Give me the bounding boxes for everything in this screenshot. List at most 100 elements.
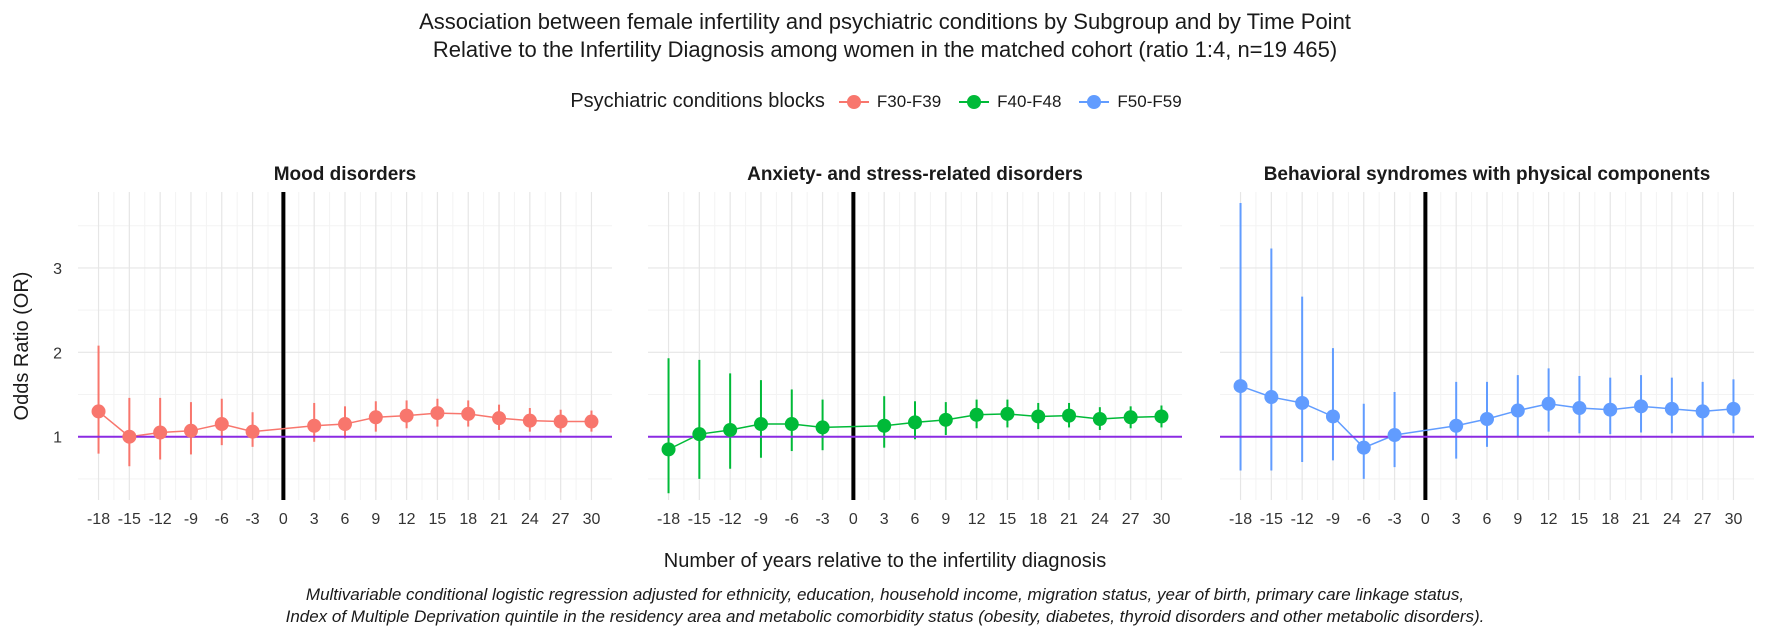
- x-tick-label: 3: [310, 511, 319, 528]
- x-tick-label: 24: [1663, 511, 1681, 528]
- data-point: [1695, 404, 1710, 419]
- data-point: [1541, 396, 1556, 411]
- data-point: [877, 418, 892, 433]
- x-tick-label: 3: [880, 511, 889, 528]
- panel-title: Behavioral syndromes with physical compo…: [1264, 164, 1711, 185]
- data-point: [584, 414, 599, 429]
- panel-title: Anxiety- and stress-related disorders: [747, 164, 1083, 185]
- data-point: [307, 418, 322, 433]
- x-tick-label: -18: [87, 511, 110, 528]
- data-point: [1664, 401, 1679, 416]
- x-tick-label: 21: [490, 511, 508, 528]
- x-tick-label: -3: [245, 511, 259, 528]
- data-point: [661, 442, 676, 457]
- legend-label-f50-f59: F50-F59: [1117, 91, 1182, 111]
- x-tick-label: -3: [1387, 511, 1401, 528]
- x-tick-label: 30: [583, 511, 601, 528]
- x-tick-label: 24: [521, 511, 539, 528]
- legend-key-f40-f48: [959, 94, 990, 109]
- x-tick-label: -6: [785, 511, 799, 528]
- y-tick-label: 3: [53, 261, 62, 278]
- x-tick-label: -3: [815, 511, 829, 528]
- legend-key-dot: [967, 94, 982, 109]
- data-point: [1510, 403, 1525, 418]
- data-point: [1603, 402, 1618, 417]
- data-point: [1264, 390, 1279, 405]
- legend-key-dot: [846, 94, 861, 109]
- data-point: [553, 414, 568, 429]
- x-tick-label: 0: [1421, 511, 1430, 528]
- data-point: [1356, 440, 1371, 455]
- data-point: [1233, 379, 1248, 394]
- data-point: [122, 429, 137, 444]
- data-point: [368, 410, 383, 425]
- data-point: [815, 420, 830, 435]
- data-point: [399, 408, 414, 423]
- x-tick-label: 30: [1725, 511, 1743, 528]
- x-tick-label: -9: [184, 511, 198, 528]
- x-tick-label: 9: [371, 511, 380, 528]
- data-point: [1572, 401, 1587, 416]
- x-tick-label: 30: [1153, 511, 1171, 528]
- data-point: [1387, 428, 1402, 443]
- x-tick-label: 15: [999, 511, 1017, 528]
- data-point: [784, 417, 799, 432]
- data-point: [492, 411, 507, 426]
- data-point: [908, 415, 922, 430]
- x-axis-label: Number of years relative to the infertil…: [663, 550, 1107, 572]
- x-tick-label: -15: [1260, 511, 1283, 528]
- data-point: [938, 412, 953, 427]
- x-tick-label: 27: [1122, 511, 1140, 528]
- x-tick-label: 21: [1632, 511, 1650, 528]
- data-point: [91, 404, 106, 419]
- data-point: [461, 406, 476, 421]
- x-tick-label: 18: [459, 511, 477, 528]
- legend-key-f50-f59: [1079, 94, 1110, 109]
- data-point: [1480, 411, 1494, 426]
- x-tick-label: 15: [429, 511, 447, 528]
- x-tick-label: 9: [1513, 511, 1522, 528]
- x-tick-label: 21: [1060, 511, 1078, 528]
- data-point: [1449, 418, 1464, 433]
- x-tick-label: 6: [1483, 511, 1492, 528]
- legend: Psychiatric conditions blocks F30-F39 F4…: [0, 90, 1770, 113]
- x-tick-label: 15: [1571, 511, 1589, 528]
- x-tick-label: -9: [1326, 511, 1340, 528]
- x-tick-label: 12: [968, 511, 986, 528]
- legend-title: Psychiatric conditions blocks: [570, 90, 825, 112]
- x-tick-label: 18: [1029, 511, 1047, 528]
- series-line: [98, 410, 592, 438]
- footnote-line2: Index of Multiple Deprivation quintile i…: [285, 607, 1485, 626]
- panel-3: Behavioral syndromes with physical compo…: [1220, 164, 1754, 528]
- legend-label-f40-f48: F40-F48: [997, 91, 1062, 111]
- legend-key-f30-f39: [838, 94, 869, 109]
- x-tick-label: 9: [941, 511, 950, 528]
- x-tick-label: 0: [279, 511, 288, 528]
- data-point: [723, 422, 738, 437]
- x-tick-label: 12: [1540, 511, 1558, 528]
- data-point: [969, 407, 984, 422]
- x-tick-label: -9: [754, 511, 768, 528]
- x-tick-label: -15: [118, 511, 141, 528]
- x-tick-label: 18: [1601, 511, 1619, 528]
- legend-item-f30-f39: F30-F39: [838, 92, 941, 112]
- data-point: [1092, 411, 1107, 426]
- x-tick-label: -15: [688, 511, 711, 528]
- panel-1: Mood disorders-18 -15 -12 -9 -6 -3 0 3 6 9 12 15 18 2…: [53, 164, 612, 528]
- data-point: [692, 427, 707, 442]
- x-tick-label: -12: [149, 511, 172, 528]
- chart-title-line2: Relative to the Infertility Diagnosis am…: [432, 37, 1338, 62]
- data-point: [753, 417, 768, 432]
- data-point: [1325, 409, 1340, 424]
- legend-item-f40-f48: F40-F48: [959, 92, 1061, 112]
- x-tick-label: -12: [1291, 511, 1314, 528]
- x-tick-label: 0: [849, 511, 858, 528]
- x-tick-label: 3: [1452, 511, 1461, 528]
- x-tick-label: -12: [719, 511, 742, 528]
- chart-title-line1: Association between female infertility a…: [419, 9, 1351, 34]
- data-point: [153, 425, 168, 440]
- data-point: [522, 413, 537, 428]
- x-tick-label: -18: [1229, 511, 1252, 528]
- x-tick-label: 27: [1694, 511, 1712, 528]
- y-tick-label: 1: [53, 430, 62, 447]
